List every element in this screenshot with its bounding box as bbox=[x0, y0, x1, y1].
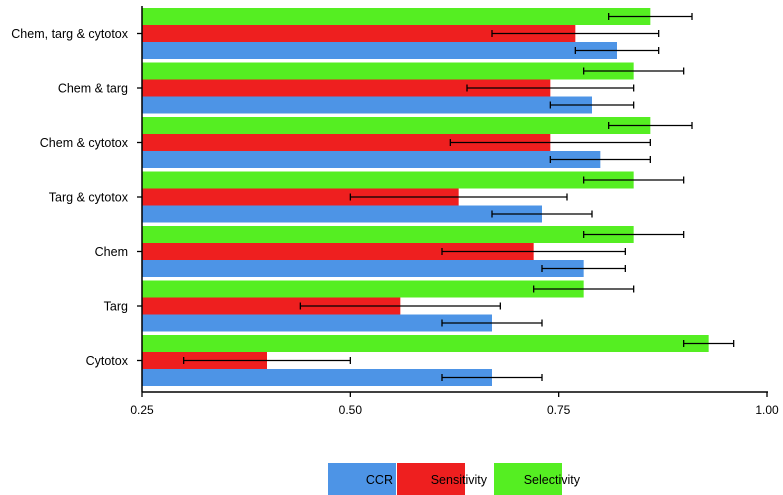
category-label-cytotox: Cytotox bbox=[86, 354, 129, 368]
x-tick-label: 0.75 bbox=[547, 403, 571, 417]
bar-selectivity-chem-and-targ bbox=[142, 62, 634, 80]
error-bar-sensitivity-chem-targ-and-cytotox bbox=[491, 30, 660, 37]
bar-selectivity-targ-and-cytotox bbox=[142, 171, 634, 189]
error-bar-selectivity-targ bbox=[533, 285, 635, 293]
y-axis-categories: Chem, targ & cytotox Chem & targ Chem & cy… bbox=[11, 27, 142, 368]
bar-selectivity-chem-targ-and-cytotox bbox=[142, 8, 651, 25]
bar-sensitivity-targ-and-cytotox bbox=[142, 188, 459, 206]
x-tick-label: 1.00 bbox=[755, 403, 779, 417]
error-bar-sensitivity-targ bbox=[299, 302, 501, 310]
error-bar-selectivity-chem-and-cytotox bbox=[608, 122, 693, 129]
category-label-chem-and-targ: Chem & targ bbox=[58, 82, 128, 96]
bar-ccr-targ-and-cytotox bbox=[142, 205, 542, 223]
error-bar-selectivity-chem-targ-and-cytotox bbox=[608, 13, 693, 20]
error-bar-selectivity-cytotox bbox=[683, 340, 735, 347]
bar-sensitivity-chem-and-targ bbox=[142, 79, 551, 97]
bar-ccr-targ bbox=[142, 314, 492, 332]
bar-ccr-chem-targ-and-cytotox bbox=[142, 42, 617, 59]
error-bar-ccr-chem-and-targ bbox=[549, 101, 635, 109]
legend-label-sensitivity: Sensitivity bbox=[431, 473, 488, 487]
error-bar-sensitivity-chem-and-cytotox bbox=[449, 139, 651, 146]
bar-ccr-chem bbox=[142, 260, 584, 277]
error-bar-sensitivity-chem bbox=[441, 248, 626, 255]
category-label-targ: Targ bbox=[104, 300, 128, 314]
bar-ccr-chem-and-cytotox bbox=[142, 151, 601, 168]
category-label-chem-targ-and-cytotox: Chem, targ & cytotox bbox=[11, 27, 128, 41]
error-bar-ccr-targ-and-cytotox bbox=[491, 210, 593, 218]
error-bar-ccr-cytotox bbox=[441, 374, 543, 381]
bar-sensitivity-chem-and-cytotox bbox=[142, 134, 551, 151]
error-bar-ccr-chem-targ-and-cytotox bbox=[574, 47, 660, 54]
error-bar-selectivity-chem-and-targ bbox=[583, 67, 685, 75]
legend-swatch-selectivity bbox=[494, 463, 562, 495]
error-bar-selectivity-chem bbox=[583, 231, 685, 238]
bar-selectivity-targ bbox=[142, 280, 584, 298]
error-bar-selectivity-targ-and-cytotox bbox=[583, 176, 685, 184]
error-bar-sensitivity-cytotox bbox=[183, 357, 351, 364]
legend: CCR Sensitivity Selectivity bbox=[328, 463, 581, 495]
category-label-chem: Chem bbox=[95, 245, 128, 259]
bar-selectivity-chem bbox=[142, 226, 634, 243]
bar-ccr-chem-and-targ bbox=[142, 96, 592, 114]
legend-swatch-sensitivity bbox=[397, 463, 465, 495]
category-label-targ-and-cytotox: Targ & cytotox bbox=[49, 191, 129, 205]
legend-label-selectivity: Selectivity bbox=[524, 473, 581, 487]
bars-group bbox=[142, 8, 709, 386]
bar-selectivity-cytotox bbox=[142, 335, 709, 352]
error-bar-ccr-targ bbox=[441, 319, 543, 327]
bar-sensitivity-targ bbox=[142, 297, 401, 315]
bar-selectivity-chem-and-cytotox bbox=[142, 117, 651, 134]
legend-swatch-ccr bbox=[328, 463, 396, 495]
bar-sensitivity-chem-targ-and-cytotox bbox=[142, 25, 576, 42]
legend-label-ccr: CCR bbox=[366, 473, 393, 487]
error-bar-sensitivity-targ-and-cytotox bbox=[349, 193, 568, 201]
error-bar-sensitivity-chem-and-targ bbox=[466, 84, 635, 92]
error-bars-group bbox=[183, 13, 735, 381]
error-bar-ccr-chem bbox=[541, 265, 626, 272]
bar-ccr-cytotox bbox=[142, 369, 492, 386]
error-bar-ccr-chem-and-cytotox bbox=[549, 156, 651, 163]
x-tick-label: 0.25 bbox=[130, 403, 154, 417]
x-tick-label: 0.50 bbox=[339, 403, 363, 417]
bar-sensitivity-chem bbox=[142, 243, 534, 260]
x-axis-ticks: 0.25 0.50 0.75 1.00 bbox=[130, 392, 779, 417]
category-label-chem-and-cytotox: Chem & cytotox bbox=[40, 136, 129, 150]
